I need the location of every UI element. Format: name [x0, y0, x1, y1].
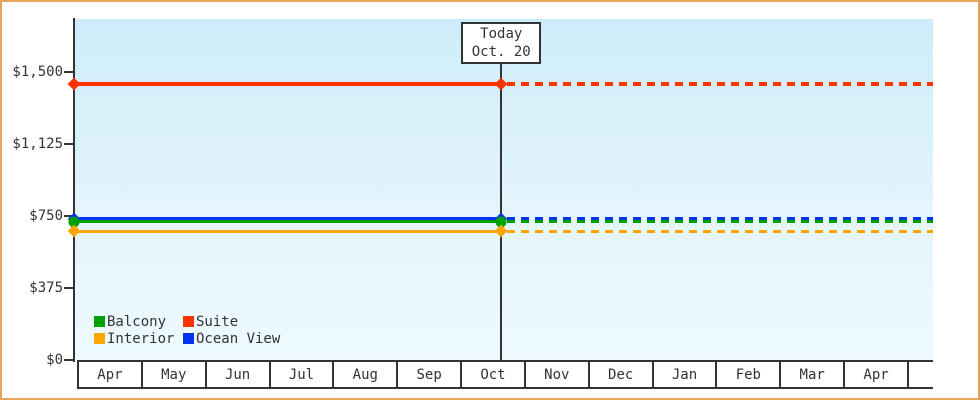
- y-axis-tick: [64, 215, 73, 217]
- balcony-marker-start: [68, 216, 80, 228]
- y-axis-tick: [64, 71, 73, 73]
- legend-item-ocean-view: Ocean View: [183, 330, 280, 347]
- legend-item-balcony: Balcony: [94, 313, 183, 330]
- price-line-suite-dashed: [507, 81, 933, 86]
- price-line-interior-dashed: [507, 229, 933, 233]
- price-line-interior-solid: [75, 229, 502, 233]
- interior-marker-today: [494, 224, 508, 238]
- circle-icon: [68, 216, 80, 228]
- legend: Balcony Suite Interior Ocean View: [94, 313, 280, 347]
- month-cell: Aug: [332, 362, 396, 387]
- legend-item-suite: Suite: [183, 313, 280, 330]
- circle-icon: [495, 216, 507, 228]
- diamond-icon: [67, 224, 81, 238]
- suite-marker-start: [67, 77, 81, 90]
- today-annotation-box: Today Oct. 20: [461, 22, 542, 64]
- month-cell: Apr: [843, 362, 907, 387]
- month-cell: Jun: [204, 362, 269, 387]
- month-cell: Sep: [396, 362, 460, 387]
- interior-marker-start: [67, 224, 81, 238]
- month-cell: Jan: [651, 362, 716, 387]
- today-label: Today: [480, 26, 523, 42]
- legend-item-interior: Interior: [94, 330, 183, 347]
- legend-label: Balcony: [107, 313, 167, 330]
- y-axis-tick-label: $750: [29, 208, 63, 224]
- legend-swatch-icon: [94, 316, 105, 327]
- legend-label: Suite: [196, 313, 239, 330]
- month-cell: Feb: [715, 362, 779, 387]
- legend-swatch-icon: [183, 316, 194, 327]
- diamond-icon: [494, 77, 508, 90]
- month-cell: Nov: [523, 362, 588, 387]
- month-cell: May: [140, 362, 205, 387]
- x-axis-month-strip: Apr May Jun Jul Aug Sep Oct Nov Dec Jan Feb Mar Apr: [77, 360, 933, 389]
- balcony-marker-today: [495, 216, 507, 228]
- legend-label: Ocean View: [196, 330, 281, 347]
- diamond-icon: [494, 224, 508, 238]
- price-line-balcony-dashed: [507, 220, 933, 224]
- month-cell: Mar: [779, 362, 843, 387]
- y-axis-tick-label: $375: [29, 280, 63, 296]
- y-axis-tick: [64, 359, 73, 361]
- today-date-label: Oct. 20: [471, 44, 531, 60]
- y-axis-tick-label: $1,500: [12, 64, 63, 80]
- today-vertical-line: [500, 63, 503, 360]
- price-line-balcony-solid: [75, 220, 502, 224]
- month-cell: Jul: [268, 362, 333, 387]
- month-cell: Oct: [460, 362, 524, 387]
- price-line-suite-solid: [75, 81, 502, 86]
- month-cell: Apr: [77, 362, 141, 387]
- y-axis-line: [73, 18, 75, 362]
- y-axis-tick-label: $0: [46, 352, 63, 368]
- legend-label: Interior: [107, 330, 175, 347]
- legend-swatch-icon: [183, 333, 194, 344]
- plot-area: Balcony Suite Interior Ocean View: [67, 19, 933, 360]
- y-axis-tick: [64, 143, 73, 145]
- price-line-ocean-view-dashed: [507, 217, 933, 221]
- suite-marker-today: [494, 77, 508, 90]
- month-cell: Dec: [587, 362, 652, 387]
- diamond-icon: [67, 77, 81, 90]
- y-axis-tick: [64, 287, 73, 289]
- price-line-ocean-view-solid: [75, 217, 502, 221]
- y-axis-tick-label: $1,125: [12, 136, 63, 152]
- month-cell-empty: [906, 362, 933, 387]
- legend-swatch-icon: [94, 333, 105, 344]
